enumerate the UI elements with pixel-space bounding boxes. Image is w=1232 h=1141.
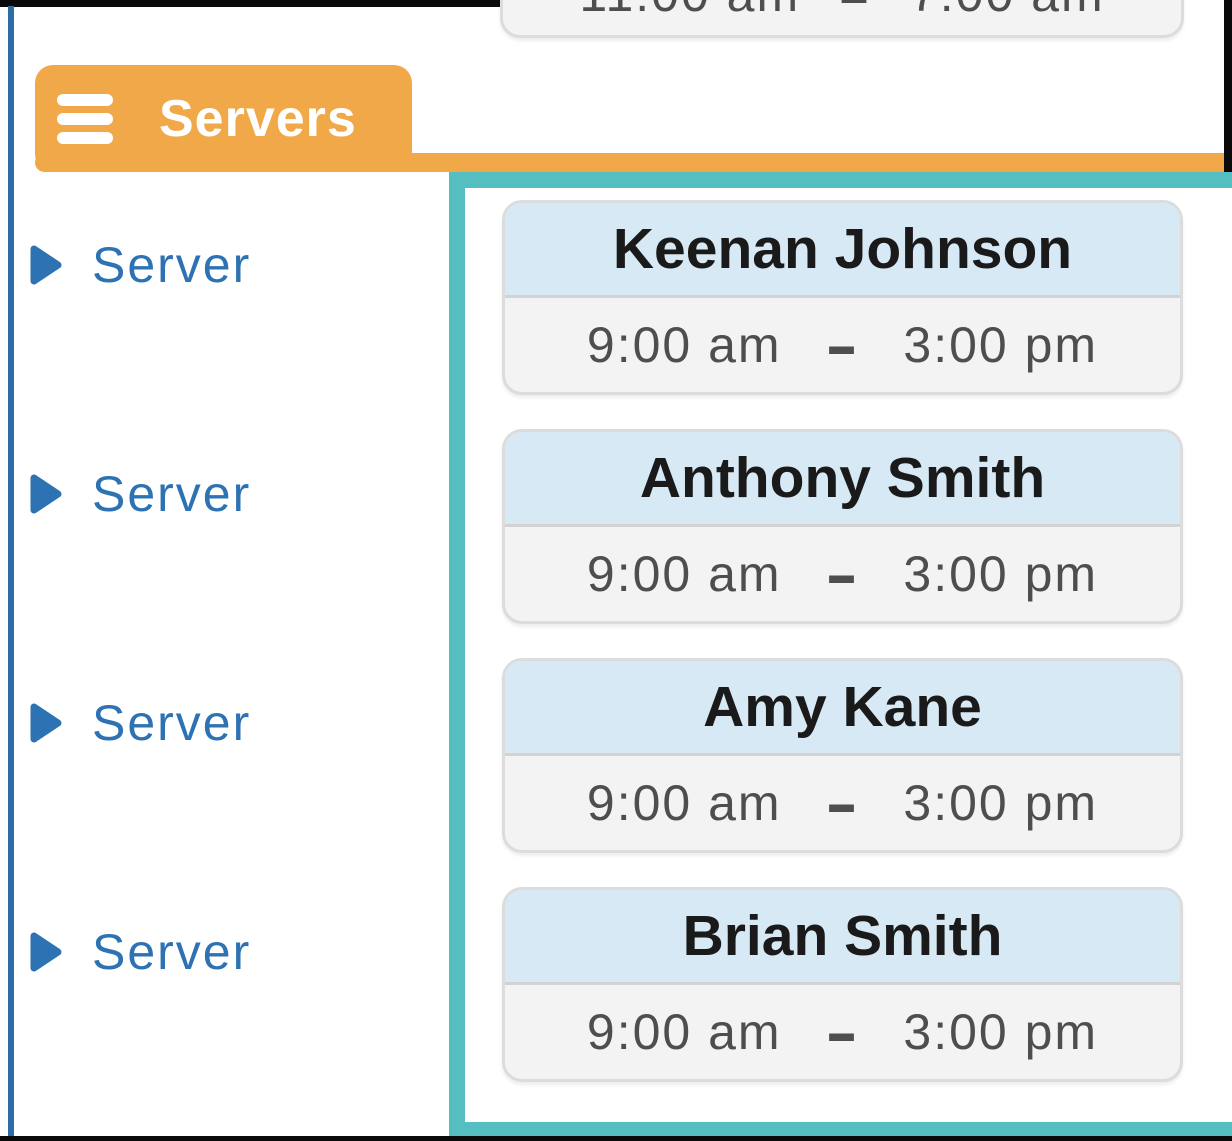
shift-end-time: 7:00 am [910,0,1105,23]
shift-end-time: 3:00 pm [903,1004,1099,1060]
top-crop-border [0,0,506,7]
shift-start-time: 9:00 am [586,317,782,373]
section-title: Servers [159,89,357,148]
time-range-dash: – [827,761,858,845]
shift-end-time: 3:00 pm [903,546,1099,602]
shift-employee-name[interactable]: Anthony Smith [505,432,1180,527]
shift-start-time: 11:00 am [579,0,800,23]
bottom-crop-border [0,1136,1232,1141]
shift-start-time: 9:00 am [586,546,782,602]
expand-caret-icon[interactable] [28,928,64,976]
time-range-dash: – [827,532,858,616]
expand-caret-icon[interactable] [28,241,64,289]
shift-card-partial[interactable]: 11:00 am – 7:00 am [500,0,1184,38]
server-group-row[interactable]: Server [28,693,251,753]
group-label[interactable]: Server [92,466,252,522]
server-group-row[interactable]: Server [28,464,251,524]
shift-employee-name[interactable]: Amy Kane [505,661,1180,756]
group-label[interactable]: Server [92,924,252,980]
shift-time-range: 11:00 am – 7:00 am [579,0,1105,36]
shift-card[interactable]: Amy Kane 9:00 am – 3:00 pm [502,658,1183,853]
shift-time-range[interactable]: 9:00 am – 3:00 pm [505,756,1180,850]
left-rule [8,6,14,1136]
right-crop-border [1224,0,1232,176]
shift-card[interactable]: Brian Smith 9:00 am – 3:00 pm [502,887,1183,1082]
expand-caret-icon[interactable] [28,470,64,518]
group-label[interactable]: Server [92,237,252,293]
time-range-dash: – [840,0,870,38]
shift-start-time: 9:00 am [586,1004,782,1060]
time-range-dash: – [827,303,858,387]
shift-card[interactable]: Anthony Smith 9:00 am – 3:00 pm [502,429,1183,624]
time-range-dash: – [827,990,858,1074]
shift-end-time: 3:00 pm [903,775,1099,831]
server-group-row[interactable]: Server [28,235,251,295]
shift-card[interactable]: Keenan Johnson 9:00 am – 3:00 pm [502,200,1183,395]
shift-end-time: 3:00 pm [903,317,1099,373]
servers-section-header[interactable]: Servers [35,65,412,172]
hamburger-menu-icon[interactable] [57,93,113,144]
shift-employee-name[interactable]: Keenan Johnson [505,203,1180,298]
shift-employee-name[interactable]: Brian Smith [505,890,1180,985]
shift-time-range[interactable]: 9:00 am – 3:00 pm [505,527,1180,621]
group-label[interactable]: Server [92,695,252,751]
shift-time-range[interactable]: 9:00 am – 3:00 pm [505,985,1180,1079]
expand-caret-icon[interactable] [28,699,64,747]
shift-time-range[interactable]: 9:00 am – 3:00 pm [505,298,1180,392]
highlight-box [449,172,1232,1138]
server-group-row[interactable]: Server [28,922,251,982]
shift-start-time: 9:00 am [586,775,782,831]
